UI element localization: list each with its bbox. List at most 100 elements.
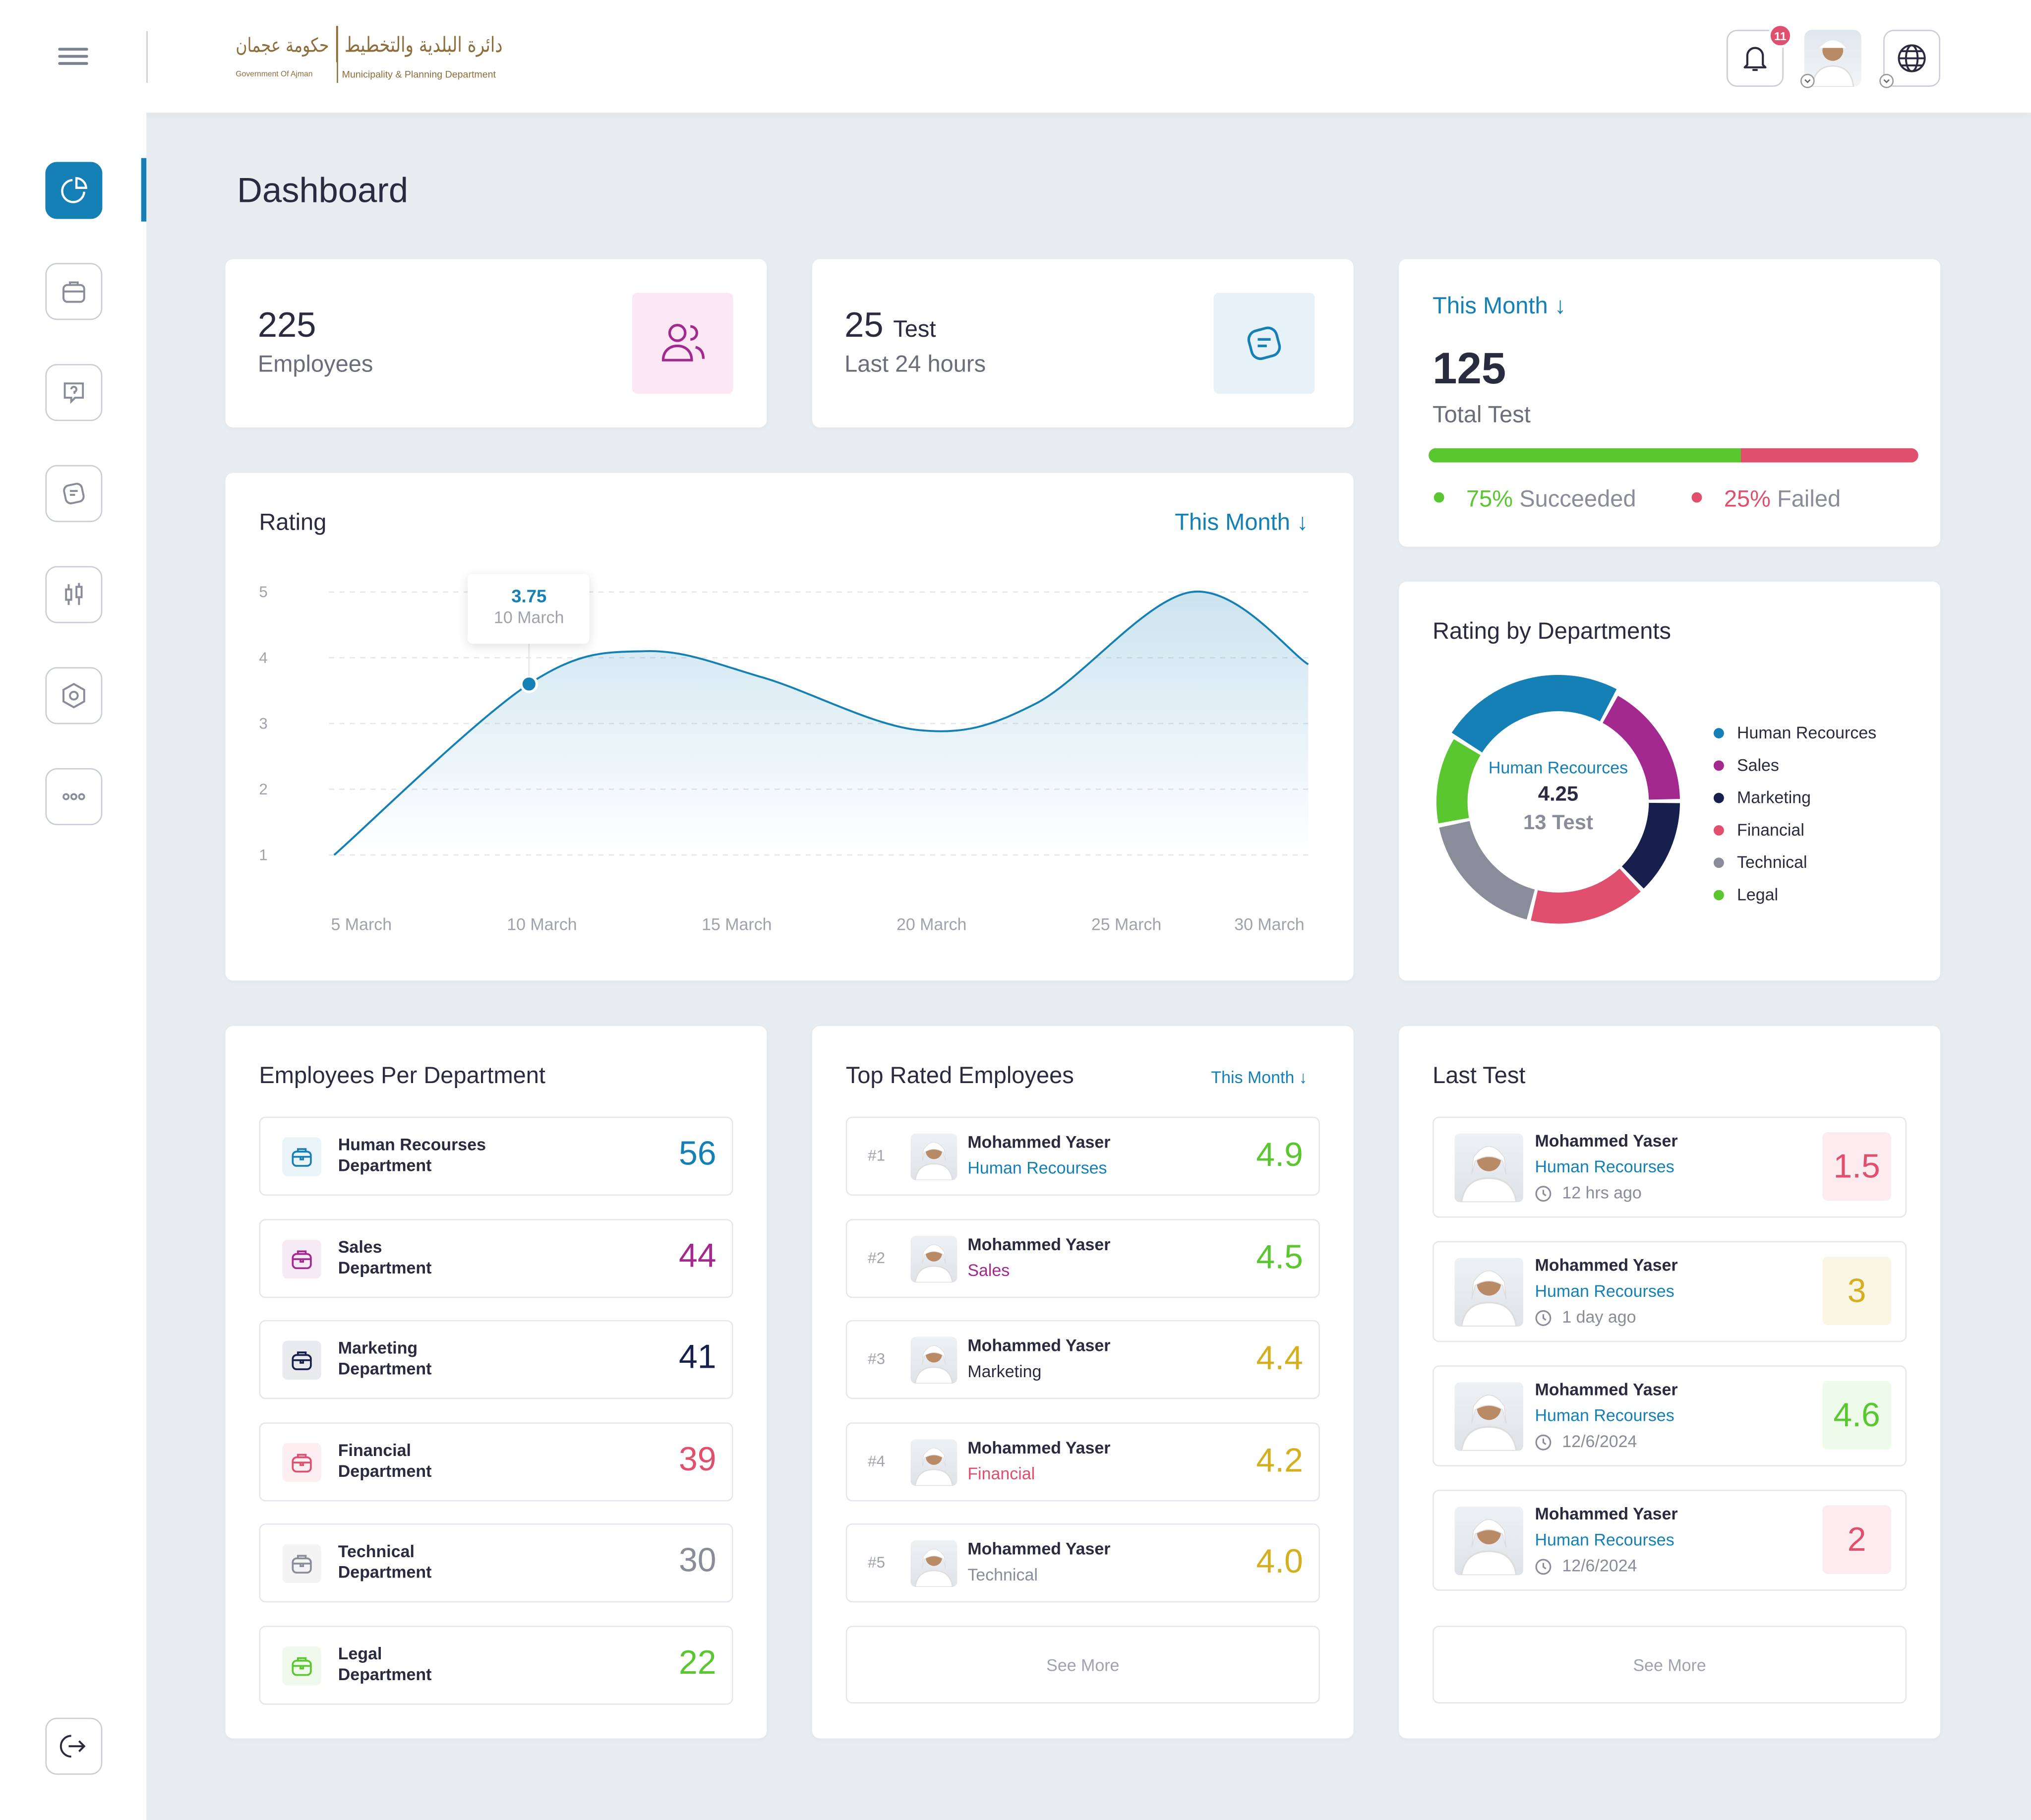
legend-item: Sales: [1713, 749, 1876, 781]
donut-slice-marketing[interactable]: [1621, 802, 1680, 889]
department-sub: Department: [338, 1257, 432, 1277]
donut-slice-legal[interactable]: [1436, 739, 1481, 824]
sidebar-item-settings[interactable]: [45, 667, 103, 725]
employees-stat-card: 225 Employees: [225, 259, 767, 428]
month-filter-dropdown[interactable]: This Month ↓: [1433, 293, 1566, 319]
top-rated-row[interactable]: #4 Mohammed Yaser Financial 4.2: [845, 1421, 1320, 1501]
employee-score: 4.4: [1256, 1338, 1303, 1377]
tooltip-value: 3.75: [511, 585, 547, 607]
rank: #5: [868, 1553, 886, 1572]
employee-avatar: [1454, 1382, 1523, 1451]
clock-icon: [1535, 1309, 1552, 1326]
test-time: 12 hrs ago: [1562, 1182, 1642, 1203]
donut-slice-human-recources[interactable]: [1451, 674, 1617, 753]
see-more-top-rated-button[interactable]: See More: [845, 1626, 1320, 1704]
last-test-row[interactable]: Mohammed Yaser Human Recourses 12/6/2024…: [1433, 1365, 1907, 1467]
employee-score: 4.0: [1256, 1541, 1303, 1580]
department-name: Human Recourses: [338, 1135, 486, 1154]
department-sub: Department: [338, 1359, 432, 1379]
chart-tooltip: 3.75 10 March: [468, 574, 590, 644]
employee-avatar: [1454, 1133, 1523, 1203]
see-more-last-test-button[interactable]: See More: [1433, 1626, 1907, 1704]
legend-item: Technical: [1713, 846, 1876, 878]
legend-dot-icon: [1713, 824, 1724, 835]
briefcase-icon: [282, 1442, 321, 1482]
legend-dot-icon: [1713, 760, 1724, 770]
total-test-card: This Month ↓ 125 Total Test 75% Succeede…: [1399, 259, 1941, 547]
department-name: Legal: [338, 1643, 382, 1663]
hamburger-menu-icon[interactable]: [58, 47, 88, 72]
notification-badge: 11: [1768, 23, 1793, 48]
employee-avatar: [910, 1133, 957, 1180]
clock-icon: [1535, 1434, 1552, 1450]
user-avatar[interactable]: [1804, 30, 1861, 87]
department-row[interactable]: Legal Department 22: [259, 1625, 733, 1704]
clock-icon: [1535, 1558, 1552, 1575]
legend-item: Marketing: [1713, 781, 1876, 813]
notifications-button[interactable]: [1727, 30, 1784, 87]
user-menu-chevron-icon[interactable]: [1800, 73, 1815, 88]
employee-score: 4.5: [1256, 1236, 1303, 1275]
top-rated-row[interactable]: #3 Mohammed Yaser Marketing 4.4: [845, 1320, 1320, 1399]
employee-department: Human Recourses: [967, 1158, 1107, 1178]
legend-dot-icon: [1713, 856, 1724, 867]
success-dot-icon: [1434, 492, 1444, 503]
last-test-title: Last Test: [1433, 1062, 1526, 1089]
last-test-row[interactable]: Mohammed Yaser Human Recourses 1 day ago…: [1433, 1241, 1907, 1342]
rank: #4: [868, 1451, 886, 1470]
logo-divider: [337, 26, 338, 83]
department-count: 22: [678, 1641, 717, 1681]
department-row[interactable]: Sales Department 44: [259, 1218, 733, 1298]
top-rated-row[interactable]: #1 Mohammed Yaser Human Recourses 4.9: [845, 1116, 1320, 1196]
test-score: 3: [1822, 1256, 1891, 1326]
employee-name: Mohammed Yaser: [967, 1234, 1111, 1254]
rating-by-departments-card: Rating by Departments Human Recources 4.…: [1399, 581, 1941, 981]
top-rated-row[interactable]: #2 Mohammed Yaser Sales 4.5: [845, 1218, 1320, 1298]
rating-month-filter[interactable]: This Month ↓: [1175, 509, 1309, 535]
test-period-label: Last 24 hours: [844, 351, 986, 377]
sidebar-item-more[interactable]: [45, 768, 103, 825]
y-tick-label: 5: [259, 583, 267, 601]
logout-button[interactable]: [45, 1717, 103, 1775]
language-button[interactable]: [1883, 30, 1941, 87]
department-row[interactable]: Technical Department 30: [259, 1523, 733, 1603]
y-tick-label: 3: [259, 715, 267, 732]
sidebar-item-tests[interactable]: [45, 465, 103, 522]
rating-chart-card: Rating This Month ↓ 1 2 3 4 5 5 March 10 March…: [225, 473, 1354, 981]
legend-item: Legal: [1713, 878, 1876, 910]
sidebar-item-candles[interactable]: [45, 566, 103, 623]
department-row[interactable]: Financial Department 39: [259, 1421, 733, 1501]
donut-slice-sales[interactable]: [1603, 696, 1680, 800]
failed-dot-icon: [1691, 492, 1702, 503]
donut-slice-technical[interactable]: [1439, 821, 1535, 920]
logo-text-right: Municipality & Planning Department: [342, 68, 496, 80]
last-test-row[interactable]: Mohammed Yaser Human Recourses 12 hrs ag…: [1433, 1116, 1907, 1218]
top-rated-row[interactable]: #5 Mohammed Yaser Technical 4.0: [845, 1523, 1320, 1603]
employee-department: Human Recourses: [1535, 1405, 1674, 1425]
candlestick-icon: [65, 583, 83, 605]
top-header: حكومة عجمان دائرة البلدية والتخطيط Gover…: [0, 0, 2031, 113]
department-row[interactable]: Human Recourses Department 56: [259, 1116, 733, 1196]
sidebar-item-departments[interactable]: [45, 263, 103, 320]
x-tick-label: 10 March: [507, 915, 577, 934]
briefcase-icon: [282, 1340, 321, 1380]
sidebar-item-questions[interactable]: [45, 364, 103, 421]
employees-per-department-card: Employees Per Department Human Recourses…: [225, 1026, 767, 1739]
svg-text:حكومة عجمان: حكومة عجمان: [236, 34, 329, 57]
data-point[interactable]: [520, 675, 538, 693]
department-sub: Department: [338, 1562, 432, 1582]
language-chevron-icon[interactable]: [1879, 73, 1894, 88]
tooltip-label: 10 March: [493, 607, 564, 627]
top-rated-month-filter[interactable]: This Month ↓: [1211, 1067, 1308, 1087]
success-label: Succeeded: [1519, 485, 1636, 512]
employee-avatar: [910, 1336, 957, 1384]
department-row[interactable]: Marketing Department 41: [259, 1320, 733, 1399]
department-count: 44: [678, 1235, 717, 1274]
employee-department: Human Recourses: [1535, 1530, 1674, 1550]
employee-avatar: [910, 1235, 957, 1282]
legend-label: Human Recources: [1736, 723, 1877, 742]
sidebar-item-dashboard[interactable]: [45, 162, 103, 219]
employee-name: Mohammed Yaser: [967, 1132, 1111, 1152]
donut-slice-financial[interactable]: [1531, 868, 1641, 924]
last-test-row[interactable]: Mohammed Yaser Human Recourses 12/6/2024…: [1433, 1490, 1907, 1591]
